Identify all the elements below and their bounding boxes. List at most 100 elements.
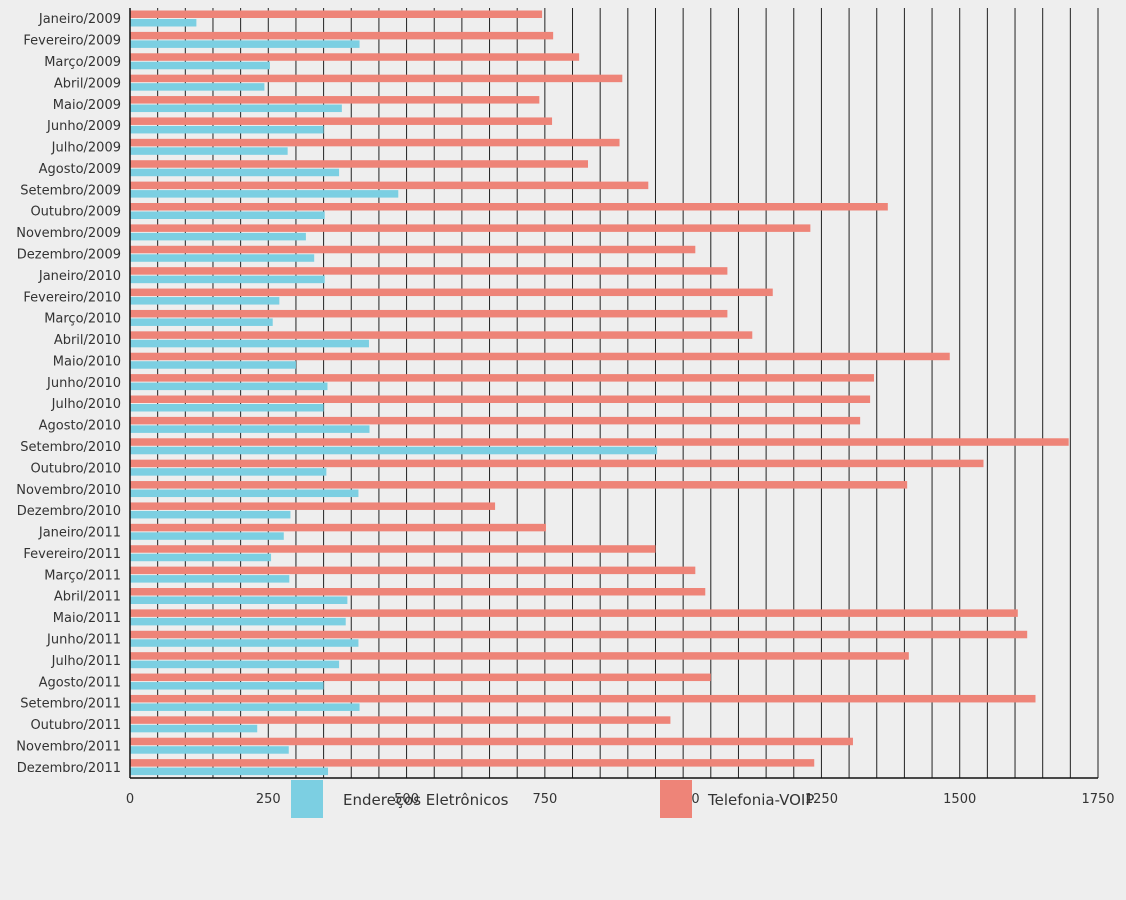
- bar-telefonia-voip: [130, 10, 543, 18]
- bar-telefonia-voip: [130, 502, 496, 510]
- bar-enderecos-eletronicos: [130, 275, 325, 284]
- bar-telefonia-voip: [130, 673, 711, 682]
- category-labels: Janeiro/2009 Fevereiro/2009 Março/2009 Abri…: [16, 12, 121, 776]
- bar-telefonia-voip: [130, 352, 950, 361]
- category-label: Novembro/2011: [16, 739, 121, 754]
- bar-telefonia-voip: [130, 459, 984, 468]
- bar-telefonia-voip: [130, 138, 620, 147]
- bar-telefonia-voip: [130, 96, 540, 104]
- bar-enderecos-eletronicos: [130, 660, 340, 669]
- category-label: Novembro/2009: [16, 226, 121, 241]
- bar-enderecos-eletronicos: [130, 361, 296, 369]
- category-label: Dezembro/2011: [17, 761, 121, 776]
- legend-swatch-enderecos: [291, 780, 323, 818]
- category-label: Maio/2011: [53, 611, 121, 626]
- bar-telefonia-voip: [130, 203, 888, 211]
- bar-enderecos-eletronicos: [130, 596, 348, 604]
- bar-telefonia-voip: [130, 31, 554, 40]
- category-label: Março/2011: [44, 568, 121, 583]
- bar-telefonia-voip: [130, 117, 553, 125]
- category-label: Setembro/2011: [20, 697, 121, 712]
- bar-telefonia-voip: [130, 545, 656, 553]
- bar-enderecos-eletronicos: [130, 211, 325, 219]
- bar-telefonia-voip: [130, 53, 580, 61]
- category-label: Abril/2009: [54, 76, 121, 91]
- bar-enderecos-eletronicos: [130, 232, 306, 241]
- bar-telefonia-voip: [130, 224, 811, 232]
- bar-enderecos-eletronicos: [130, 553, 272, 562]
- bar-enderecos-eletronicos: [130, 404, 324, 412]
- bar-enderecos-eletronicos: [130, 339, 369, 348]
- bar-telefonia-voip: [130, 160, 589, 168]
- bar-telefonia-voip: [130, 523, 546, 532]
- bar-telefonia-voip: [130, 438, 1069, 446]
- x-tick-label: 1500: [943, 792, 976, 807]
- bar-enderecos-eletronicos: [130, 746, 289, 754]
- bar-enderecos-eletronicos: [130, 254, 315, 262]
- bar-telefonia-voip: [130, 694, 1036, 703]
- bar-telefonia-voip: [130, 588, 706, 596]
- bar-telefonia-voip: [130, 481, 908, 489]
- category-label: Dezembro/2009: [17, 247, 121, 262]
- x-tick-label: 1250: [805, 792, 838, 807]
- bar-enderecos-eletronicos: [130, 682, 324, 690]
- bar-telefonia-voip: [130, 374, 874, 382]
- bar-telefonia-voip: [130, 267, 728, 275]
- category-label: Abril/2010: [54, 333, 121, 348]
- legend: Endereços Eletrônicos Telefonia-VOIP: [291, 780, 814, 818]
- bar-enderecos-eletronicos: [130, 617, 346, 626]
- bar-enderecos-eletronicos: [130, 382, 328, 391]
- x-tick-labels: 02505007501000125015001750: [126, 792, 1115, 807]
- bar-enderecos-eletronicos: [130, 83, 265, 91]
- category-label: Junho/2009: [46, 119, 121, 134]
- bar-telefonia-voip: [130, 74, 623, 83]
- category-label: Agosto/2009: [39, 162, 121, 177]
- category-label: Março/2010: [44, 312, 121, 327]
- bar-enderecos-eletronicos: [130, 703, 360, 711]
- bar-enderecos-eletronicos: [130, 575, 290, 583]
- bar-telefonia-voip: [130, 245, 696, 254]
- bar-enderecos-eletronicos: [130, 19, 197, 27]
- legend-label-enderecos: Endereços Eletrônicos: [343, 791, 509, 809]
- bar-telefonia-voip: [130, 309, 728, 318]
- bar-telefonia-voip: [130, 652, 909, 660]
- bar-enderecos-eletronicos: [130, 147, 288, 155]
- bar-enderecos-eletronicos: [130, 190, 399, 198]
- category-label: Julho/2011: [51, 654, 121, 669]
- bar-enderecos-eletronicos: [130, 104, 342, 113]
- bar-telefonia-voip: [130, 566, 696, 575]
- bar-enderecos-eletronicos: [130, 297, 280, 305]
- x-tick-label: 500: [394, 792, 419, 807]
- x-tick-label: 1750: [1081, 792, 1114, 807]
- bar-enderecos-eletronicos: [130, 767, 329, 776]
- category-label: Dezembro/2010: [17, 504, 121, 519]
- category-label: Janeiro/2011: [38, 526, 121, 541]
- category-label: Fevereiro/2011: [23, 547, 121, 562]
- category-label: Novembro/2010: [16, 483, 121, 498]
- x-tick-label: 250: [256, 792, 281, 807]
- axes: [129, 8, 1098, 779]
- legend-swatch-voip: [660, 780, 692, 818]
- category-label: Setembro/2010: [20, 440, 121, 455]
- bar-telefonia-voip: [130, 630, 1028, 639]
- category-label: Outubro/2009: [30, 205, 121, 220]
- category-label: Junho/2010: [46, 376, 121, 391]
- bars: [130, 10, 1069, 776]
- bar-enderecos-eletronicos: [130, 125, 324, 134]
- category-label: Outubro/2011: [30, 718, 121, 733]
- category-label: Agosto/2010: [39, 419, 121, 434]
- bar-telefonia-voip: [130, 737, 853, 746]
- bar-telefonia-voip: [130, 416, 861, 425]
- bar-enderecos-eletronicos: [130, 318, 273, 326]
- x-tick-label: 0: [126, 792, 134, 807]
- category-label: Setembro/2009: [20, 183, 121, 198]
- bar-enderecos-eletronicos: [130, 532, 284, 540]
- bar-telefonia-voip: [130, 395, 871, 403]
- bar-telefonia-voip: [130, 609, 1018, 617]
- bar-enderecos-eletronicos: [130, 446, 658, 455]
- bar-enderecos-eletronicos: [130, 510, 291, 519]
- legend-label-voip: Telefonia-VOIP: [707, 791, 814, 809]
- bar-enderecos-eletronicos: [130, 724, 258, 733]
- category-label: Fevereiro/2009: [23, 34, 121, 49]
- bar-enderecos-eletronicos: [130, 639, 359, 647]
